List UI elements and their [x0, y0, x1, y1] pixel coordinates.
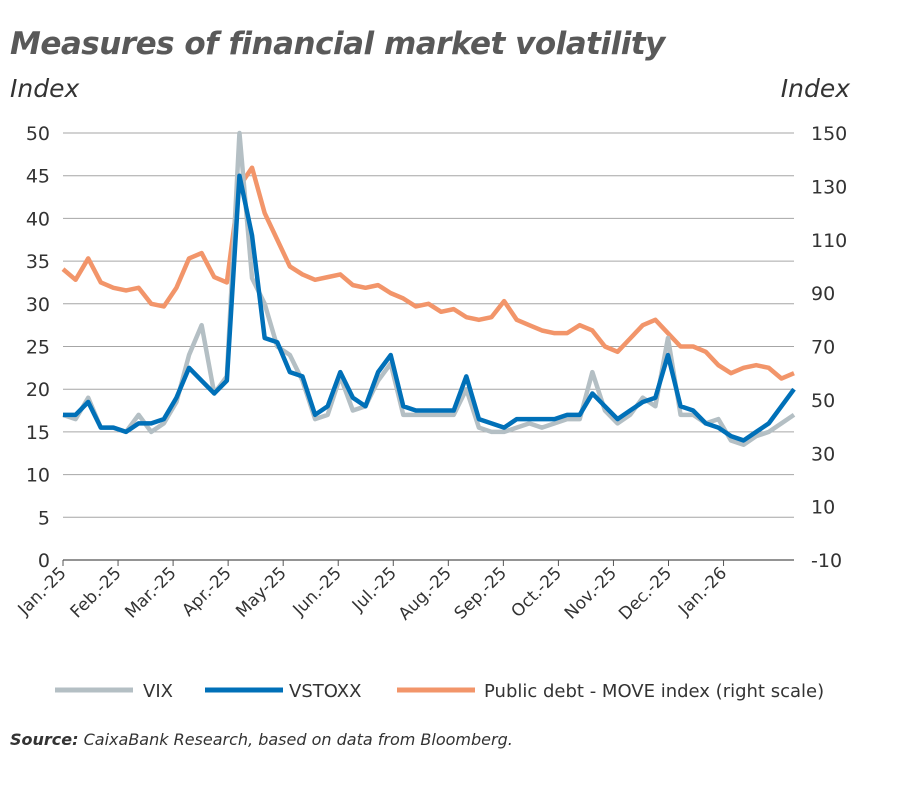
- y-tick-label: 35: [26, 251, 50, 273]
- x-tick-label: Jan.-26: [674, 563, 731, 620]
- x-tick-label: Jul.-25: [348, 563, 401, 616]
- x-tick-label: Feb.-25: [67, 563, 126, 622]
- x-tick-label: Apr.-25: [178, 563, 235, 620]
- y-right-tick-label: 90: [811, 283, 835, 305]
- y-right-tick-label: 110: [811, 230, 847, 252]
- series-line-vix: [62, 130, 796, 447]
- x-tick-label: Sep.-25: [451, 563, 511, 623]
- x-tick-label: May-25: [232, 563, 290, 621]
- y-tick-label: 45: [26, 166, 50, 188]
- y-right-tick-label: 50: [811, 390, 835, 412]
- x-tick-label: Jun.-25: [289, 563, 346, 620]
- y-tick-label: 50: [26, 123, 50, 145]
- legend-label: VIX: [143, 681, 173, 702]
- y-tick-label: 10: [26, 465, 50, 487]
- legend-label: Public debt - MOVE index (right scale): [484, 681, 824, 702]
- y-right-tick-label: 10: [811, 497, 835, 519]
- y-right-tick-label: 130: [811, 176, 847, 198]
- chart-title: Measures of financial market volatility: [10, 26, 665, 62]
- y-right-tick-label: 150: [811, 123, 847, 145]
- y-tick-label: 15: [26, 422, 50, 444]
- x-tick-label: Dec.-25: [615, 563, 676, 624]
- source-note: Source: CaixaBank Research, based on dat…: [10, 730, 513, 749]
- series-line-vstoxx: [63, 173, 796, 443]
- source-label: Source:: [10, 730, 79, 749]
- y-right-tick-label: 70: [811, 337, 835, 359]
- x-tick-label: Mar.-25: [121, 563, 180, 622]
- x-tick-label: Aug.-25: [395, 563, 456, 624]
- y-right-tick-label: 30: [811, 443, 835, 465]
- y-tick-label: 20: [26, 379, 50, 401]
- left-axis-label: Index: [10, 74, 80, 103]
- y-tick-label: 0: [38, 550, 50, 572]
- y-tick-label: 25: [26, 337, 50, 359]
- x-tick-label: Nov.-25: [561, 563, 621, 623]
- series-line-public: [61, 165, 795, 381]
- y-tick-label: 30: [26, 294, 50, 316]
- x-tick-label: Oct.-25: [508, 563, 566, 621]
- legend-label: VSTOXX: [289, 681, 361, 702]
- y-right-tick-label: -10: [811, 550, 842, 572]
- right-axis-label: Index: [780, 74, 850, 103]
- y-tick-label: 5: [38, 507, 50, 529]
- y-tick-label: 40: [26, 208, 50, 230]
- source-text: CaixaBank Research, based on data from B…: [78, 730, 513, 749]
